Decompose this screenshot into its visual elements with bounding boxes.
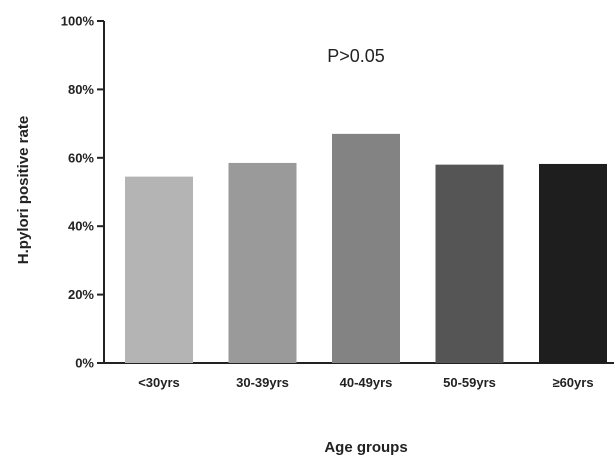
y-tick-label: 20% bbox=[68, 287, 94, 302]
y-tick-label: 60% bbox=[68, 150, 94, 165]
bar bbox=[125, 176, 193, 363]
bar bbox=[332, 133, 400, 363]
y-axis-title: H.pylori positive rate bbox=[15, 116, 32, 264]
y-tick-label: 40% bbox=[68, 219, 94, 234]
p-value-annotation: P>0.05 bbox=[327, 46, 385, 66]
y-tick-label: 80% bbox=[68, 82, 94, 97]
x-tick-label: 50-59yrs bbox=[443, 375, 496, 390]
x-tick-label: 30-39yrs bbox=[236, 375, 289, 390]
y-axis-ticks: 0% 20% 40% 60% 80% 100% bbox=[61, 14, 104, 371]
x-tick-label: 40-49yrs bbox=[340, 375, 393, 390]
bars bbox=[125, 133, 607, 363]
x-axis-ticks: <30yrs 30-39yrs 40-49yrs 50-59yrs ≥60yrs bbox=[138, 375, 593, 390]
x-tick-label: ≥60yrs bbox=[552, 375, 593, 390]
x-axis-title: Age groups bbox=[324, 439, 407, 456]
y-tick-label: 100% bbox=[61, 14, 95, 29]
bar bbox=[228, 162, 297, 363]
bar bbox=[539, 163, 607, 363]
bar bbox=[435, 164, 504, 363]
y-tick-label: 0% bbox=[75, 356, 94, 371]
x-tick-label: <30yrs bbox=[138, 375, 180, 390]
